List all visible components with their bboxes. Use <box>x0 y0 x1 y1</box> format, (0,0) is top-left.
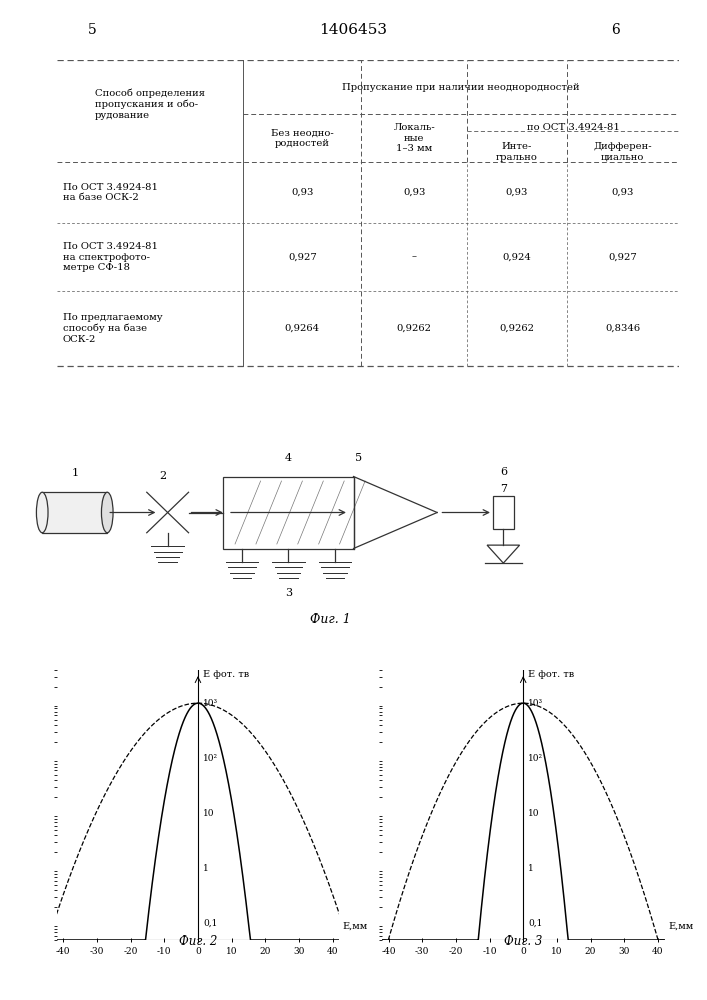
Ellipse shape <box>37 492 48 533</box>
Text: 0,9262: 0,9262 <box>397 324 432 333</box>
Text: E,мм: E,мм <box>343 921 368 930</box>
Text: 6: 6 <box>500 467 507 477</box>
Text: 10³: 10³ <box>203 699 218 708</box>
Text: 0,1: 0,1 <box>528 919 542 928</box>
Text: 10²: 10² <box>528 754 544 763</box>
Ellipse shape <box>102 492 113 533</box>
Text: 10: 10 <box>528 809 539 818</box>
Text: 10³: 10³ <box>528 699 544 708</box>
Text: Фиг. 3: Фиг. 3 <box>504 935 542 948</box>
Polygon shape <box>487 545 520 563</box>
Bar <box>493 496 514 529</box>
Text: Пропускание при наличии неоднородностей: Пропускание при наличии неоднородностей <box>342 83 580 92</box>
Text: По ОСТ 3.4924-81
на спектрофото-
метре СФ-18: По ОСТ 3.4924-81 на спектрофото- метре С… <box>63 242 158 272</box>
Text: 0,8346: 0,8346 <box>605 324 641 333</box>
Text: 0,93: 0,93 <box>612 188 634 197</box>
Text: E фот. тв: E фот. тв <box>203 670 249 679</box>
Text: 7: 7 <box>500 484 507 494</box>
Text: 1: 1 <box>528 864 534 873</box>
Text: Без неодно-
родностей: Без неодно- родностей <box>271 128 334 148</box>
Text: Фиг. 2: Фиг. 2 <box>179 935 217 948</box>
Text: 5: 5 <box>355 453 362 463</box>
Text: По предлагаемому
способу на базе
ОСК-2: По предлагаемому способу на базе ОСК-2 <box>63 313 163 344</box>
Text: 10²: 10² <box>203 754 218 763</box>
Text: 2: 2 <box>160 471 167 481</box>
Text: 0,93: 0,93 <box>403 188 426 197</box>
Text: 6: 6 <box>611 23 619 37</box>
Text: Инте-
грально: Инте- грально <box>496 142 538 161</box>
Text: 3: 3 <box>285 588 292 598</box>
Text: E,мм: E,мм <box>668 921 693 930</box>
Text: 0,927: 0,927 <box>288 253 317 262</box>
Bar <box>223 477 354 548</box>
Text: 1406453: 1406453 <box>320 23 387 37</box>
Text: 0,9264: 0,9264 <box>285 324 320 333</box>
Text: 5: 5 <box>88 23 96 37</box>
Text: 4: 4 <box>285 453 292 463</box>
Text: 1: 1 <box>203 864 209 873</box>
Text: E фот. тв: E фот. тв <box>528 670 574 679</box>
Text: 0,924: 0,924 <box>503 253 532 262</box>
Text: –: – <box>411 253 417 262</box>
Text: по ОСТ 3.4924-81: по ОСТ 3.4924-81 <box>527 123 619 132</box>
Text: Способ определения
пропускания и обо-
рудование: Способ определения пропускания и обо- ру… <box>95 89 205 120</box>
Text: 0,927: 0,927 <box>608 253 637 262</box>
Text: 0,9262: 0,9262 <box>499 324 534 333</box>
Text: Локаль-
ные
1–3 мм: Локаль- ные 1–3 мм <box>393 123 436 153</box>
Text: 0,93: 0,93 <box>506 188 528 197</box>
Text: По ОСТ 3.4924-81
на базе ОСК-2: По ОСТ 3.4924-81 на базе ОСК-2 <box>63 183 158 202</box>
Text: 0,93: 0,93 <box>291 188 313 197</box>
Text: 10: 10 <box>203 809 214 818</box>
Text: 0,1: 0,1 <box>203 919 217 928</box>
Bar <box>42 492 107 533</box>
Text: 1: 1 <box>71 468 78 479</box>
Text: Дифферен-
циально: Дифферен- циально <box>593 142 652 161</box>
Text: Фиг. 1: Фиг. 1 <box>310 613 351 626</box>
